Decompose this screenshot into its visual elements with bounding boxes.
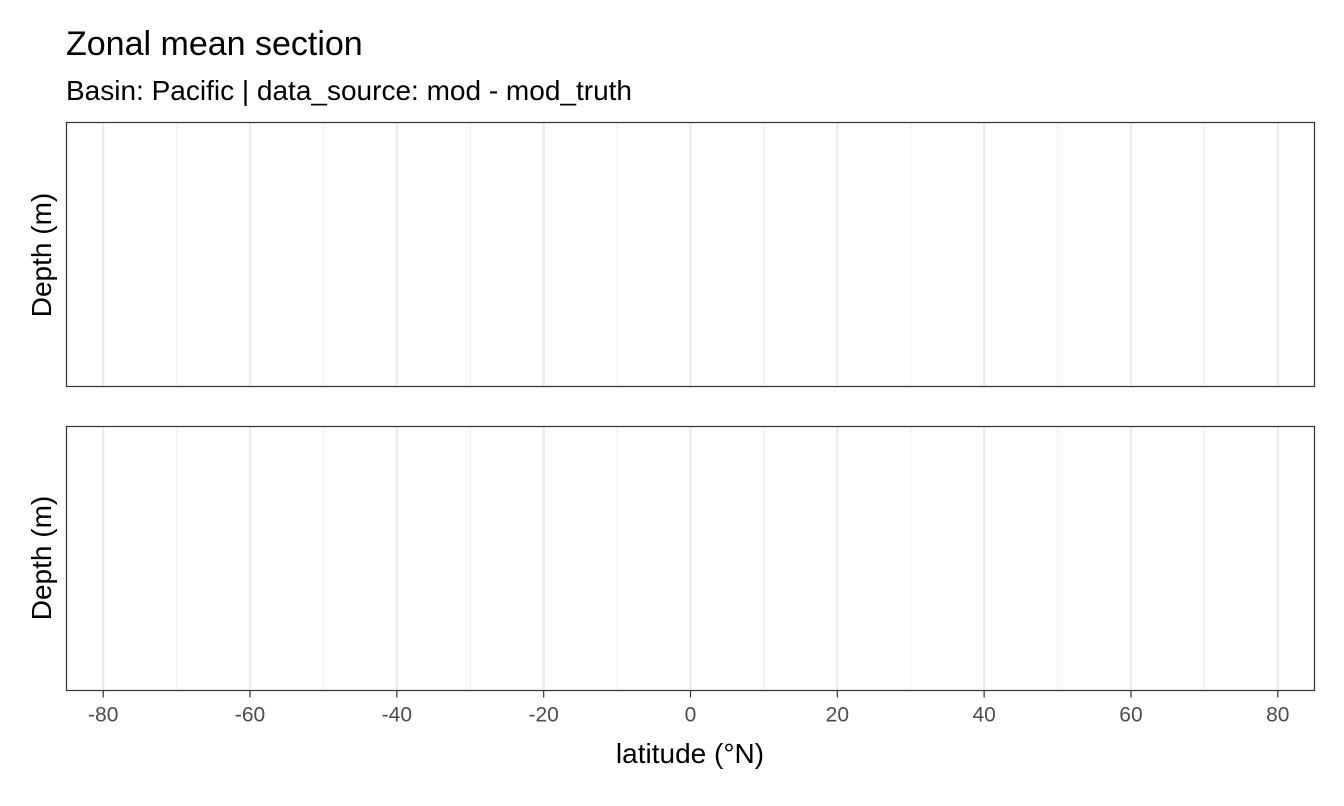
x-tick-label: -80: [88, 704, 118, 727]
x-tick-label: 0: [685, 704, 697, 727]
x-tick-label: 60: [1119, 704, 1142, 727]
y-axis-label-top: Depth (m): [26, 193, 57, 317]
x-axis: -80 -60 -40 -20 0 20 40 60 80: [88, 690, 1289, 727]
x-tick-label: 80: [1266, 704, 1289, 727]
panel-bottom: [65, 425, 1316, 692]
chart-subtitle: Basin: Pacific | data_source: mod - mod_…: [66, 75, 632, 106]
panel-border-top: [65, 121, 1316, 388]
grid-lines-top: [102, 122, 1279, 387]
x-axis-label: latitude (°N): [616, 738, 764, 769]
chart-title: Zonal mean section: [66, 25, 363, 63]
grid-lines-bottom: [102, 426, 1279, 691]
x-tick-label: -20: [528, 704, 558, 727]
panel-top: [65, 121, 1316, 388]
x-tick-label: 40: [972, 704, 995, 727]
x-tick-label: -60: [235, 704, 265, 727]
y-axis-label-bottom: Depth (m): [26, 496, 57, 620]
x-tick-label: 20: [826, 704, 849, 727]
x-tick-label: -40: [382, 704, 412, 727]
